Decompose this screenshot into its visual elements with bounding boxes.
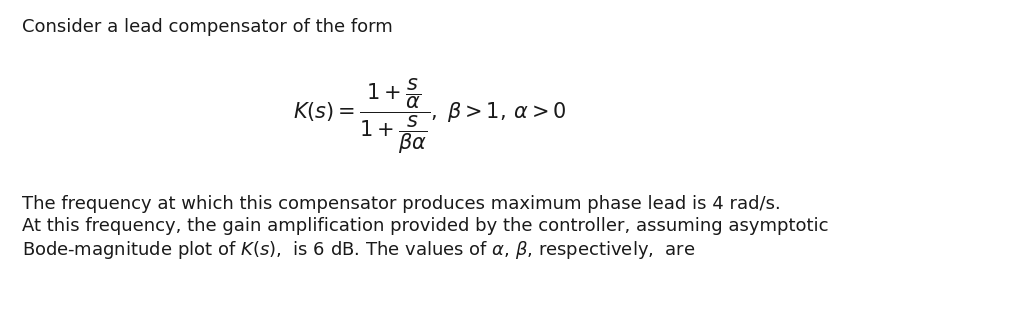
Text: Bode-magnitude plot of $K(s)$,  is 6 dB. The values of $\alpha$, $\beta$, respec: Bode-magnitude plot of $K(s)$, is 6 dB. … bbox=[22, 239, 695, 261]
Text: Consider a lead compensator of the form: Consider a lead compensator of the form bbox=[22, 18, 392, 36]
Text: At this frequency, the gain amplification provided by the controller, assuming a: At this frequency, the gain amplificatio… bbox=[22, 217, 827, 235]
Text: The frequency at which this compensator produces maximum phase lead is 4 rad/s.: The frequency at which this compensator … bbox=[22, 195, 780, 213]
Text: $K(s) = \dfrac{1+\dfrac{s}{\alpha}}{1+\dfrac{s}{\beta\alpha}},\; \beta > 1,\, \a: $K(s) = \dfrac{1+\dfrac{s}{\alpha}}{1+\d… bbox=[292, 76, 567, 156]
